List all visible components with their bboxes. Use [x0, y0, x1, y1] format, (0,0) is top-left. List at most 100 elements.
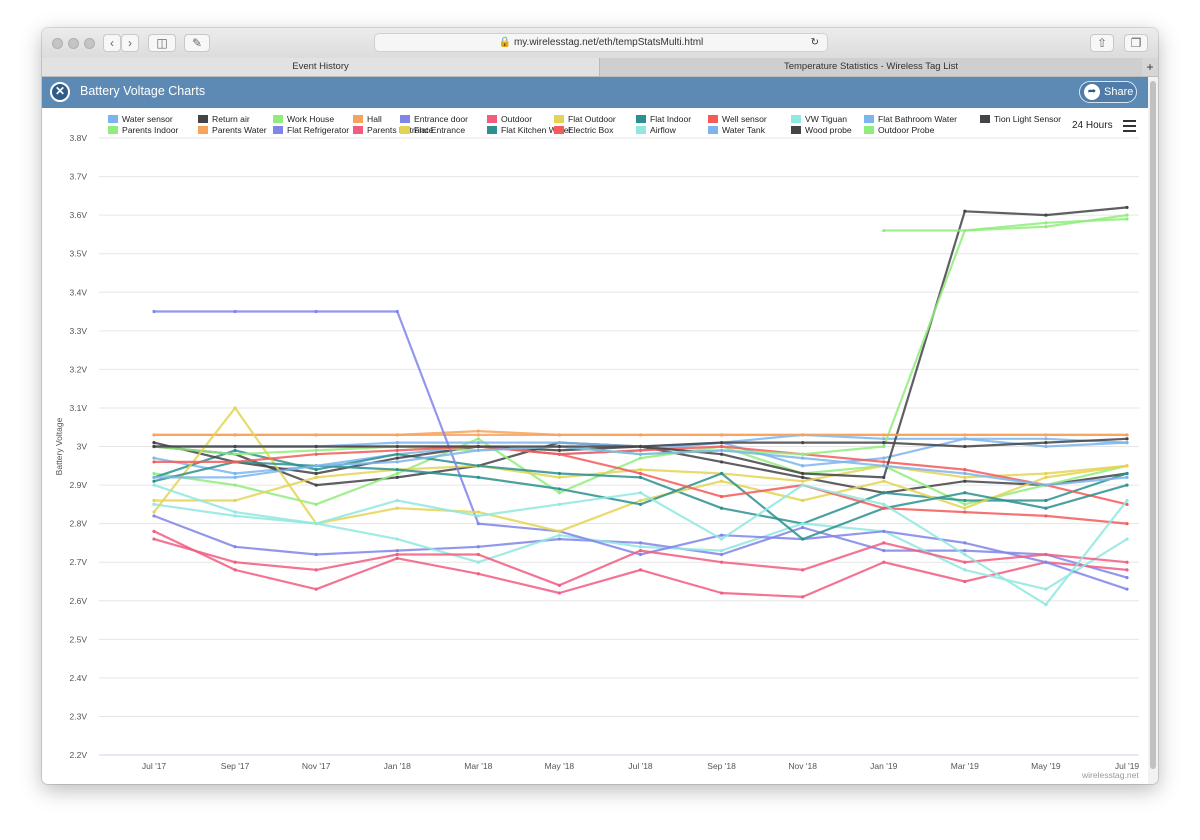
data-point [233, 483, 237, 487]
data-point [152, 529, 156, 533]
data-point [719, 533, 724, 537]
data-point [233, 452, 237, 456]
data-point [152, 456, 156, 460]
data-point [1125, 433, 1129, 437]
data-point [314, 502, 318, 506]
data-point [1044, 221, 1048, 225]
chart-menu-icon[interactable] [1123, 120, 1136, 135]
legend-item: Hall [367, 114, 382, 124]
scrollbar-thumb[interactable] [1150, 81, 1156, 769]
data-point [1044, 560, 1048, 564]
reload-icon[interactable]: ↻ [810, 37, 819, 48]
data-point [395, 452, 399, 456]
data-point [882, 502, 886, 506]
y-tick-label: 2.6V [70, 596, 88, 606]
data-point [314, 568, 318, 572]
legend-item: Flat Indoor [650, 114, 691, 124]
y-axis-label: Battery Voltage [54, 417, 64, 475]
data-point [1044, 475, 1048, 479]
data-point [557, 471, 562, 476]
data-point [638, 433, 643, 437]
data-point [476, 475, 480, 479]
y-tick-label: 2.9V [70, 480, 88, 490]
legend-swatch [273, 126, 283, 134]
tabs-overview-icon[interactable]: ❐ [1124, 34, 1148, 52]
legend-swatch [554, 115, 564, 123]
data-point [476, 448, 480, 452]
data-point [476, 444, 480, 449]
data-point [638, 471, 643, 476]
back-arrow-icon[interactable]: ‹ [103, 34, 121, 52]
data-point [395, 471, 399, 476]
minimize-window-button[interactable] [68, 38, 79, 49]
legend-item: Flat Refrigerator [287, 125, 349, 135]
zoom-window-button[interactable] [84, 38, 95, 49]
data-point [1125, 568, 1129, 572]
data-point [638, 452, 643, 456]
data-point [476, 437, 480, 441]
x-tick-label: Jan '19 [870, 761, 897, 771]
data-point [314, 471, 318, 476]
scrollbar[interactable] [1148, 77, 1158, 784]
forward-arrow-icon[interactable]: › [121, 34, 139, 52]
data-point [719, 433, 724, 437]
share-button[interactable]: ➦ Share [1079, 81, 1137, 103]
data-point [801, 595, 805, 599]
legend-swatch [636, 126, 646, 134]
reader-icon[interactable]: ✎ [184, 34, 210, 52]
new-tab-button[interactable]: + [1146, 60, 1154, 74]
data-point [719, 452, 724, 456]
data-point [1044, 514, 1048, 518]
data-point [152, 510, 156, 514]
legend-item: Flat Kitchen Water [501, 125, 572, 135]
data-point [882, 464, 886, 468]
data-point [963, 437, 967, 441]
data-point [557, 487, 562, 491]
sidebar-toggle-icon[interactable]: ◫ [148, 34, 176, 52]
data-point [314, 444, 318, 449]
data-point [395, 537, 399, 541]
data-point [152, 433, 156, 437]
data-point [557, 583, 562, 587]
close-icon[interactable]: ✕ [50, 82, 70, 102]
legend-swatch [400, 126, 410, 134]
data-point [882, 475, 886, 479]
chart-credit[interactable]: wirelesstag.net [1082, 770, 1139, 780]
data-point [233, 510, 237, 514]
data-point [719, 591, 724, 595]
share-page-icon[interactable]: ⇧ [1090, 34, 1114, 52]
tab-event-history[interactable]: Event History [42, 58, 599, 76]
range-selector[interactable]: 24 Hours [1072, 120, 1113, 131]
data-point [638, 545, 643, 549]
tab-temperature-statistics[interactable]: Temperature Statistics - Wireless Tag Li… [599, 58, 1142, 76]
data-point [476, 545, 480, 549]
data-point [719, 441, 724, 445]
legend-swatch [108, 115, 118, 123]
legend-item: Flat Bathroom Water [878, 114, 957, 124]
series-line [883, 214, 1128, 232]
address-bar[interactable]: 🔒 my.wirelesstag.net/eth/tempStatsMulti.… [374, 33, 828, 52]
data-point [963, 506, 967, 510]
battery-voltage-chart: 3.8V 3.7V 3.6V 3.5V 3.4V 3.3V 3.2V 3.1V 3V 2.9V 2.… [54, 114, 1139, 771]
legend-item: Work House [287, 114, 334, 124]
data-point [963, 491, 967, 495]
share-label: Share [1104, 86, 1134, 98]
data-point [152, 502, 156, 506]
data-point [1125, 213, 1129, 217]
data-point [152, 441, 156, 445]
data-point [1044, 587, 1048, 591]
data-point [719, 448, 724, 452]
data-point [395, 506, 399, 510]
data-point [801, 483, 805, 487]
data-point [719, 460, 724, 464]
legend-item: Electric Box [568, 125, 614, 135]
data-point [801, 433, 805, 437]
legend-item: Return air [212, 114, 250, 124]
page-title: Battery Voltage Charts [80, 84, 206, 98]
data-point [314, 452, 318, 456]
legend-item: Outdoor Probe [878, 125, 935, 135]
legend-swatch [636, 115, 646, 123]
data-point [638, 541, 643, 545]
close-window-button[interactable] [52, 38, 63, 49]
legend-item: VW Tiguan [805, 114, 847, 124]
